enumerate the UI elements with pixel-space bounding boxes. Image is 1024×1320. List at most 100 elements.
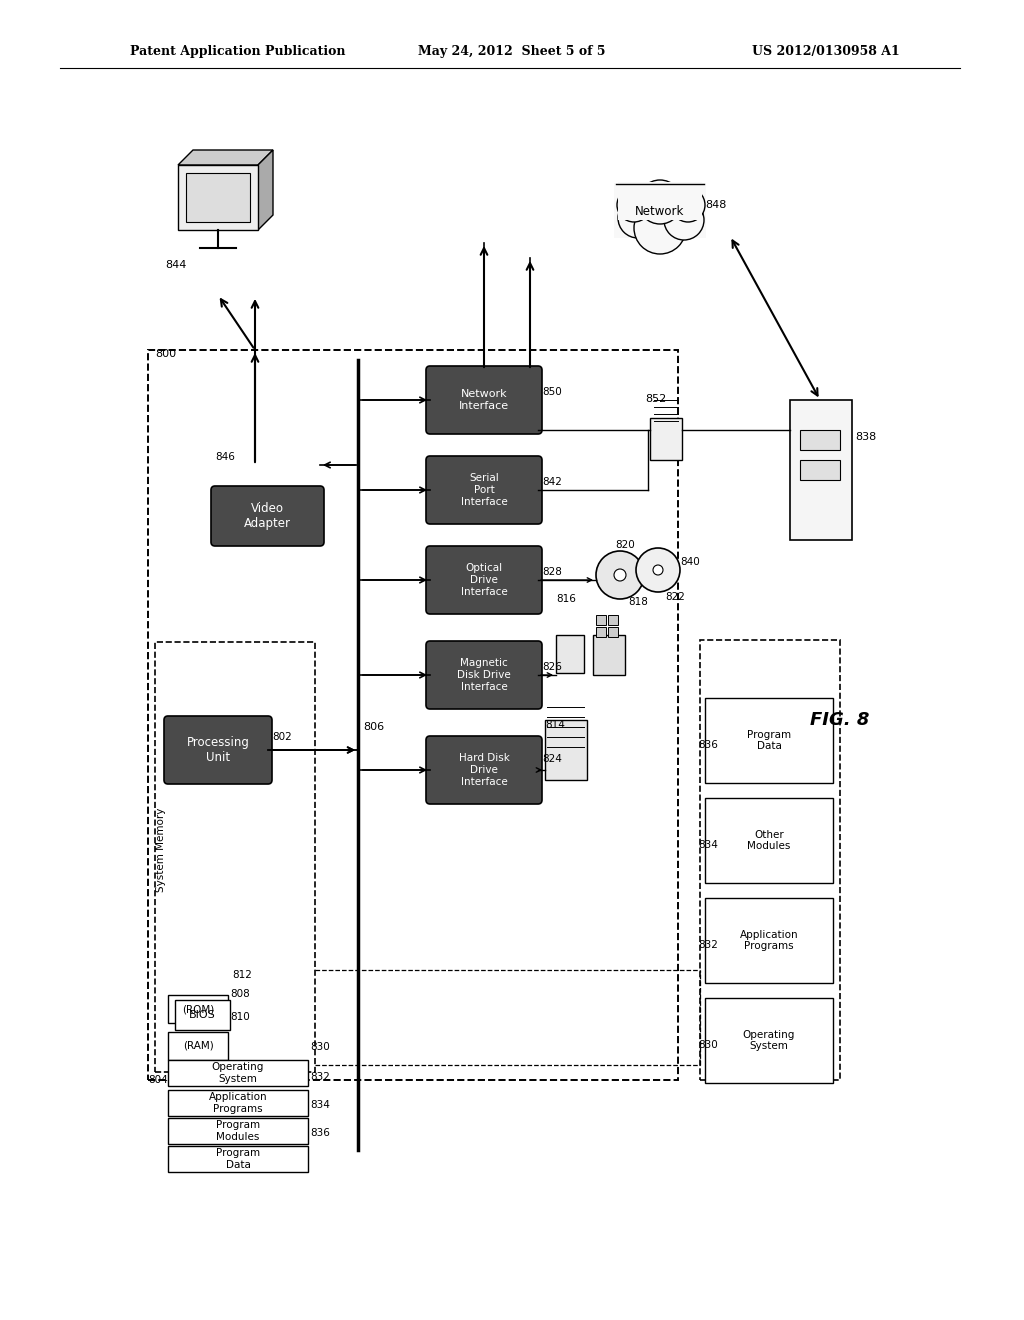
- Bar: [618, 182, 702, 220]
- Bar: [545, 719, 587, 780]
- FancyBboxPatch shape: [211, 486, 324, 546]
- Polygon shape: [258, 150, 273, 230]
- Text: Patent Application Publication: Patent Application Publication: [130, 45, 345, 58]
- Bar: [148, 350, 678, 1080]
- Text: 818: 818: [628, 597, 648, 607]
- Text: 802: 802: [272, 733, 292, 742]
- FancyBboxPatch shape: [426, 546, 542, 614]
- Text: 822: 822: [665, 591, 685, 602]
- Circle shape: [664, 201, 705, 240]
- Bar: [705, 898, 833, 983]
- Bar: [705, 698, 833, 783]
- Bar: [168, 1118, 308, 1144]
- Text: 812: 812: [232, 970, 252, 979]
- Text: 840: 840: [680, 557, 699, 568]
- FancyBboxPatch shape: [426, 737, 542, 804]
- Text: Application
Programs: Application Programs: [209, 1092, 267, 1114]
- Polygon shape: [178, 165, 258, 230]
- Circle shape: [671, 187, 705, 222]
- Bar: [800, 459, 840, 480]
- Text: 844: 844: [165, 260, 186, 271]
- Bar: [800, 430, 840, 450]
- FancyBboxPatch shape: [426, 366, 542, 434]
- Text: BIOS: BIOS: [189, 1010, 216, 1020]
- Text: 808: 808: [230, 989, 250, 999]
- Text: 852: 852: [645, 393, 667, 404]
- Bar: [608, 615, 618, 624]
- FancyBboxPatch shape: [426, 642, 542, 709]
- Text: Processing
Unit: Processing Unit: [186, 737, 250, 764]
- Text: 816: 816: [556, 594, 575, 605]
- Polygon shape: [186, 173, 250, 222]
- Text: FIG. 8: FIG. 8: [810, 711, 869, 729]
- Text: Operating
System: Operating System: [742, 1030, 796, 1051]
- Text: Video
Adapter: Video Adapter: [244, 502, 291, 531]
- Text: 820: 820: [615, 540, 635, 550]
- Text: 836: 836: [310, 1129, 330, 1138]
- Text: 834: 834: [310, 1100, 330, 1110]
- Text: 800: 800: [155, 348, 176, 359]
- Circle shape: [634, 202, 686, 253]
- Text: 838: 838: [855, 432, 877, 442]
- Bar: [556, 635, 584, 673]
- Circle shape: [617, 187, 651, 222]
- Bar: [650, 418, 682, 459]
- Bar: [168, 1090, 308, 1115]
- Text: Program
Data: Program Data: [746, 730, 792, 751]
- Text: 828: 828: [542, 568, 562, 577]
- Circle shape: [638, 180, 682, 224]
- Text: (ROM): (ROM): [182, 1005, 214, 1014]
- Bar: [175, 1001, 230, 1030]
- FancyBboxPatch shape: [164, 715, 272, 784]
- Text: System Memory: System Memory: [156, 808, 166, 892]
- Bar: [790, 400, 852, 540]
- Text: 848: 848: [705, 201, 726, 210]
- Text: 846: 846: [215, 451, 234, 462]
- Text: Program
Modules: Program Modules: [216, 1121, 260, 1142]
- Text: US 2012/0130958 A1: US 2012/0130958 A1: [753, 45, 900, 58]
- Bar: [168, 1032, 228, 1060]
- Bar: [596, 615, 606, 624]
- Bar: [168, 995, 228, 1023]
- Bar: [614, 183, 706, 238]
- Text: Network
Interface: Network Interface: [459, 389, 509, 411]
- Text: 842: 842: [542, 477, 562, 487]
- Text: 850: 850: [542, 387, 562, 397]
- Polygon shape: [178, 150, 273, 165]
- Bar: [705, 998, 833, 1082]
- Text: Operating
System: Operating System: [212, 1063, 264, 1084]
- Bar: [705, 799, 833, 883]
- Text: Optical
Drive
Interface: Optical Drive Interface: [461, 564, 507, 597]
- Text: Other
Modules: Other Modules: [748, 830, 791, 851]
- Text: Program
Data: Program Data: [216, 1148, 260, 1170]
- Text: Serial
Port
Interface: Serial Port Interface: [461, 474, 507, 507]
- FancyBboxPatch shape: [426, 455, 542, 524]
- Text: Hard Disk
Drive
Interface: Hard Disk Drive Interface: [459, 754, 509, 787]
- Bar: [700, 640, 840, 1080]
- Text: 806: 806: [362, 722, 384, 733]
- Bar: [608, 627, 618, 638]
- Text: 830: 830: [698, 1040, 718, 1049]
- Text: Network: Network: [635, 205, 685, 218]
- Circle shape: [653, 565, 663, 576]
- Text: 810: 810: [230, 1012, 250, 1022]
- Text: 826: 826: [542, 663, 562, 672]
- Bar: [168, 1146, 308, 1172]
- Bar: [168, 1060, 308, 1086]
- Text: 804: 804: [148, 1074, 168, 1085]
- Text: 824: 824: [542, 754, 562, 764]
- Text: 814: 814: [545, 719, 565, 730]
- Circle shape: [614, 569, 626, 581]
- Text: (RAM): (RAM): [182, 1041, 213, 1051]
- Text: 832: 832: [310, 1072, 330, 1082]
- Bar: [155, 642, 315, 1072]
- Circle shape: [636, 548, 680, 591]
- Text: Application
Programs: Application Programs: [739, 929, 799, 952]
- Text: 832: 832: [698, 940, 718, 950]
- Text: 836: 836: [698, 741, 718, 750]
- Circle shape: [596, 550, 644, 599]
- Bar: [593, 635, 625, 675]
- Text: 830: 830: [310, 1041, 330, 1052]
- Bar: [596, 627, 606, 638]
- Text: 834: 834: [698, 840, 718, 850]
